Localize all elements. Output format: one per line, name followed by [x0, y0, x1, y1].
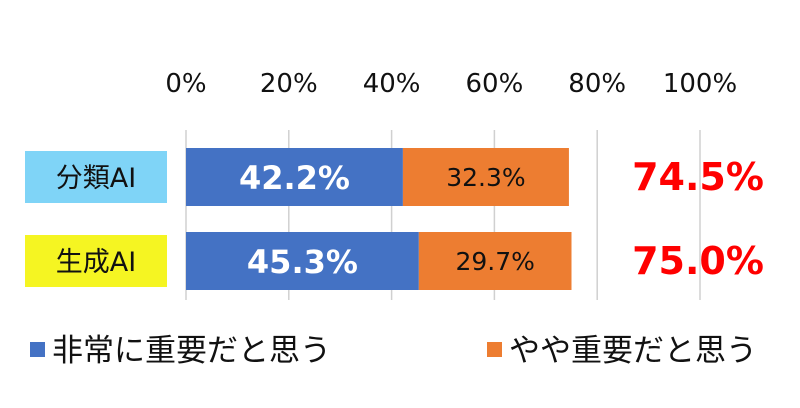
x-tick-label: 80%: [568, 69, 626, 99]
bar-segment: [402, 148, 569, 206]
legend-swatch: [487, 342, 502, 357]
x-axis-ticks: 0% 20% 40% 60% 80% 100%: [165, 69, 737, 99]
bar-segment: [186, 148, 403, 206]
x-tick-label: 60%: [466, 69, 524, 99]
data-label: 32.3%: [446, 163, 525, 192]
x-tick-label: 20%: [260, 69, 318, 99]
bars: 42.2% 32.3% 45.3% 29.7%: [186, 148, 572, 290]
x-tick-label: 0%: [165, 69, 206, 99]
category-label: 生成AI: [56, 247, 136, 278]
total-labels: 74.5% 75.0%: [632, 155, 764, 283]
data-label: 42.2%: [239, 159, 350, 197]
category-label: 分類AI: [56, 163, 136, 194]
total-label: 74.5%: [632, 155, 764, 199]
data-label: 29.7%: [455, 247, 534, 276]
legend-swatch: [30, 342, 45, 357]
x-tick-label: 100%: [663, 69, 737, 99]
total-label: 75.0%: [632, 239, 764, 283]
x-tick-label: 40%: [363, 69, 421, 99]
legend: 非常に重要だと思う やや重要だと思う: [30, 333, 757, 369]
data-label: 45.3%: [247, 243, 358, 281]
legend-label: やや重要だと思う: [509, 333, 757, 369]
legend-label: 非常に重要だと思う: [52, 333, 331, 369]
category-label-box: [25, 235, 167, 287]
bar-segment: [186, 232, 419, 290]
category-labels: 分類AI 生成AI: [25, 151, 167, 287]
category-label-box: [25, 151, 167, 203]
bar-segment: [418, 232, 572, 290]
